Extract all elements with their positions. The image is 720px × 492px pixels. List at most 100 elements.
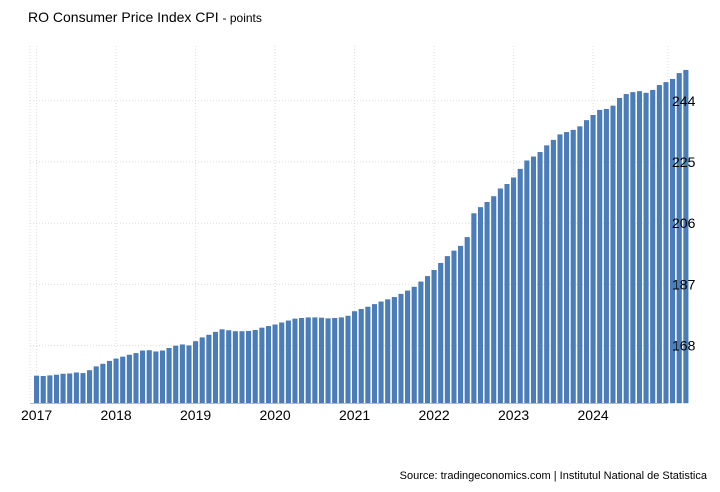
bar — [193, 341, 199, 404]
bar — [332, 318, 338, 404]
bar — [40, 376, 46, 404]
bar — [146, 350, 152, 404]
bar — [299, 318, 305, 404]
bar — [358, 309, 364, 404]
y-tick-label: 168 — [672, 338, 696, 354]
bar — [365, 306, 371, 404]
bar — [504, 184, 510, 404]
x-tick-label: 2020 — [260, 407, 291, 423]
bar — [398, 293, 404, 404]
bar — [60, 373, 66, 404]
bar — [113, 358, 119, 404]
bar — [140, 350, 146, 404]
y-tick-label: 206 — [672, 215, 696, 231]
bar — [34, 375, 40, 404]
bars — [34, 69, 689, 404]
bar — [226, 330, 232, 404]
axes: 168 187 206 225 244 2017 2018 2019 2020 2021 2022 2… — [21, 93, 696, 423]
bar — [47, 375, 53, 404]
x-tick-label: 2017 — [21, 407, 52, 423]
bar — [285, 320, 291, 404]
bar — [497, 188, 503, 404]
bar — [656, 85, 662, 404]
bar — [219, 329, 225, 404]
bar — [352, 311, 358, 404]
bar — [133, 353, 139, 404]
bar — [511, 177, 517, 404]
bar — [418, 281, 424, 404]
bar — [550, 139, 556, 404]
bar — [173, 345, 179, 404]
bar — [431, 270, 437, 404]
bar — [643, 92, 649, 404]
bar — [87, 370, 93, 404]
y-tick-label: 187 — [672, 276, 696, 292]
x-tick-label: 2023 — [498, 407, 529, 423]
bar — [405, 290, 411, 404]
bar — [292, 318, 298, 404]
bar — [265, 326, 271, 404]
bar — [53, 374, 59, 404]
bar — [318, 317, 324, 404]
bar — [524, 160, 530, 404]
x-tick-label: 2021 — [339, 407, 370, 423]
bar — [153, 351, 159, 404]
bar — [232, 331, 238, 404]
bar — [676, 73, 682, 404]
bar — [458, 245, 464, 404]
bar — [212, 331, 218, 404]
bar — [570, 129, 576, 404]
bar — [577, 126, 583, 404]
bar — [378, 301, 384, 404]
bar — [603, 108, 609, 404]
bar — [564, 132, 570, 404]
bar — [179, 344, 185, 404]
bar — [590, 115, 596, 404]
x-tick-label: 2019 — [180, 407, 211, 423]
bar — [338, 317, 344, 404]
bar — [312, 317, 318, 404]
x-tick-label: 2018 — [101, 407, 132, 423]
bar — [371, 304, 377, 404]
bar — [272, 324, 278, 404]
bar — [120, 356, 126, 404]
bar — [530, 156, 536, 404]
bar — [630, 92, 636, 404]
bar — [159, 350, 165, 404]
bar — [73, 372, 79, 404]
bar — [186, 345, 192, 404]
bar — [279, 322, 285, 404]
bar — [617, 97, 623, 404]
y-tick-label: 225 — [672, 154, 696, 170]
bar — [537, 152, 543, 404]
bar — [411, 286, 417, 404]
bar — [683, 69, 689, 404]
bar — [80, 373, 86, 404]
bar — [385, 299, 391, 404]
bar — [438, 262, 444, 404]
bar — [636, 91, 642, 404]
bar — [597, 109, 603, 404]
source-note: Source: tradingeconomics.com | Institutu… — [399, 470, 707, 482]
bar — [557, 134, 563, 404]
bar — [246, 330, 252, 404]
bar — [100, 363, 106, 404]
bar — [670, 78, 676, 404]
chart-unit: - points — [222, 11, 262, 25]
bar — [517, 168, 523, 404]
y-tick-label: 244 — [672, 93, 696, 109]
chart-title: RO Consumer Price Index CPI - points — [28, 9, 262, 25]
bar — [93, 366, 99, 404]
bar — [126, 354, 132, 404]
bar — [451, 250, 457, 404]
bar — [206, 334, 212, 404]
bar — [477, 207, 483, 404]
bar — [623, 94, 629, 404]
x-tick-label: 2022 — [419, 407, 450, 423]
bar — [252, 329, 258, 404]
bar — [391, 297, 397, 404]
bar — [610, 105, 616, 404]
bar — [650, 89, 656, 404]
bar — [484, 202, 490, 404]
